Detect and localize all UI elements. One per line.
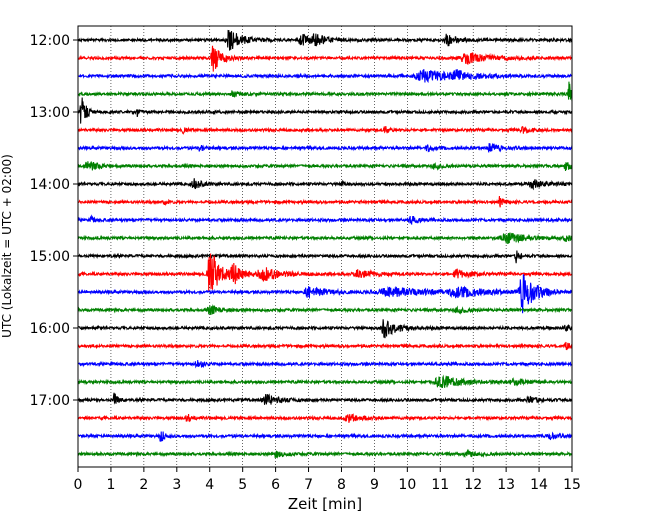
x-tick-label: 2 (139, 477, 148, 493)
trace-1300 (77, 97, 573, 124)
trace-1330 (77, 142, 573, 153)
x-tick-label: 12 (464, 477, 482, 493)
x-tick-label: 7 (304, 477, 313, 493)
y-tick-label: 16:00 (30, 321, 70, 337)
trace-1500 (77, 250, 573, 264)
x-tick-label: 0 (74, 477, 83, 493)
y-tick-label: 14:00 (30, 177, 70, 193)
seismic-traces (77, 29, 573, 459)
y-tick-label: 12:00 (30, 33, 70, 49)
trace-1530 (77, 273, 573, 314)
x-tick-label: 11 (431, 477, 449, 493)
trace-1630 (77, 360, 573, 369)
trace-1415 (77, 195, 573, 208)
trace-1715 (77, 413, 573, 423)
y-tick-label: 15:00 (30, 249, 70, 265)
trace-1645 (77, 374, 573, 388)
x-tick-label: 10 (398, 477, 416, 493)
trace-1200 (77, 29, 573, 51)
trace-1215 (77, 45, 573, 72)
x-tick-label: 14 (530, 477, 548, 493)
trace-1730 (77, 431, 573, 442)
x-tick-label: 5 (238, 477, 247, 493)
x-axis: 0 1 2 3 4 5 6 7 8 9 10 11 12 13 14 15 (74, 467, 581, 493)
x-tick-label: 15 (563, 477, 581, 493)
x-axis-label: Zeit [min] (288, 495, 362, 513)
trace-1615 (77, 341, 573, 351)
x-tick-label: 6 (271, 477, 280, 493)
trace-1545 (77, 304, 573, 316)
y-axis-label: UTC (Lokalzeit = UTC + 02:00) (0, 154, 14, 338)
y-axis: 12:00 13:00 14:00 15:00 16:00 17:00 (30, 33, 78, 409)
trace-1230 (77, 69, 573, 84)
x-tick-label: 8 (337, 477, 346, 493)
x-tick-label: 9 (370, 477, 379, 493)
trace-1745 (77, 448, 573, 459)
trace-1600 (77, 319, 573, 339)
y-tick-label: 17:00 (30, 393, 70, 409)
plot-frame (77, 25, 573, 468)
trace-1400 (77, 178, 573, 191)
y-tick-label: 13:00 (30, 105, 70, 121)
x-tick-label: 3 (172, 477, 181, 493)
x-tick-label: 1 (106, 477, 115, 493)
trace-1430 (77, 214, 573, 226)
trace-1445 (77, 232, 573, 244)
trace-1700 (77, 392, 573, 405)
trace-1245 (77, 81, 573, 102)
x-tick-label: 13 (497, 477, 515, 493)
x-tick-label: 4 (205, 477, 214, 493)
trace-1315 (77, 125, 573, 135)
trace-1345 (77, 161, 573, 171)
trace-1515 (77, 253, 573, 292)
